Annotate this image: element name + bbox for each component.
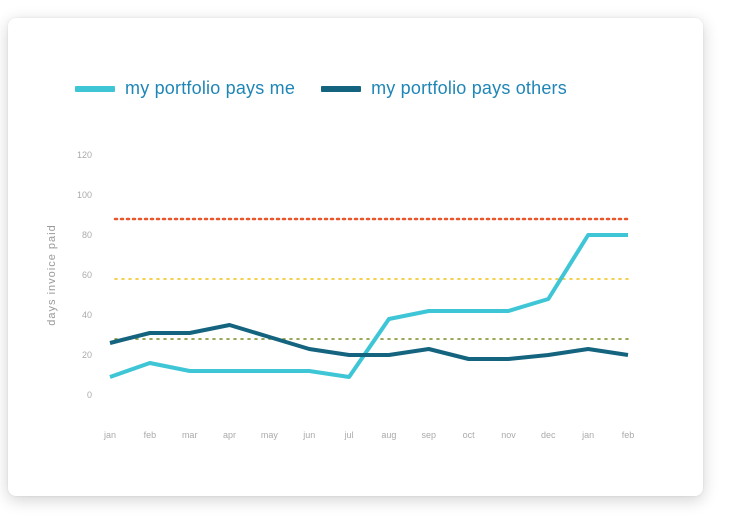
chart-card (8, 18, 703, 496)
legend-item-pays-others: my portfolio pays others (321, 78, 567, 99)
x-tick-label: oct (463, 430, 476, 440)
x-tick-label: apr (223, 430, 236, 440)
series-line-pays-others (109, 323, 629, 361)
x-tick-label: sep (422, 430, 437, 440)
y-tick-label: 20 (82, 350, 92, 360)
y-tick-label: 120 (77, 150, 92, 160)
x-tick-label: jun (302, 430, 315, 440)
x-tick-label: jan (581, 430, 594, 440)
x-tick-label: dec (541, 430, 556, 440)
legend-item-pays-me: my portfolio pays me (75, 78, 295, 99)
y-tick-label: 40 (82, 310, 92, 320)
y-tick-label: 80 (82, 230, 92, 240)
legend-swatch-pays-me (75, 85, 115, 92)
y-axis-label: days invoice paid (46, 224, 58, 325)
x-tick-label: may (261, 430, 279, 440)
legend-label-pays-others: my portfolio pays others (371, 78, 567, 98)
x-tick-label: mar (182, 430, 198, 440)
legend-label-pays-me: my portfolio pays me (125, 78, 296, 98)
y-tick-label: 100 (77, 190, 92, 200)
x-tick-label: jan (103, 430, 116, 440)
y-tick-label: 0 (87, 390, 92, 400)
x-tick-label: feb (622, 430, 635, 440)
legend-swatch-pays-others (321, 85, 362, 92)
x-tick-label: aug (381, 430, 396, 440)
chart-legend: my portfolio pays me my portfolio pays o… (75, 78, 593, 99)
x-tick-label: feb (144, 430, 157, 440)
x-tick-label: nov (501, 430, 516, 440)
x-tick-label: jul (344, 430, 354, 440)
y-tick-label: 60 (82, 270, 92, 280)
series-line-pays-me (109, 233, 628, 379)
